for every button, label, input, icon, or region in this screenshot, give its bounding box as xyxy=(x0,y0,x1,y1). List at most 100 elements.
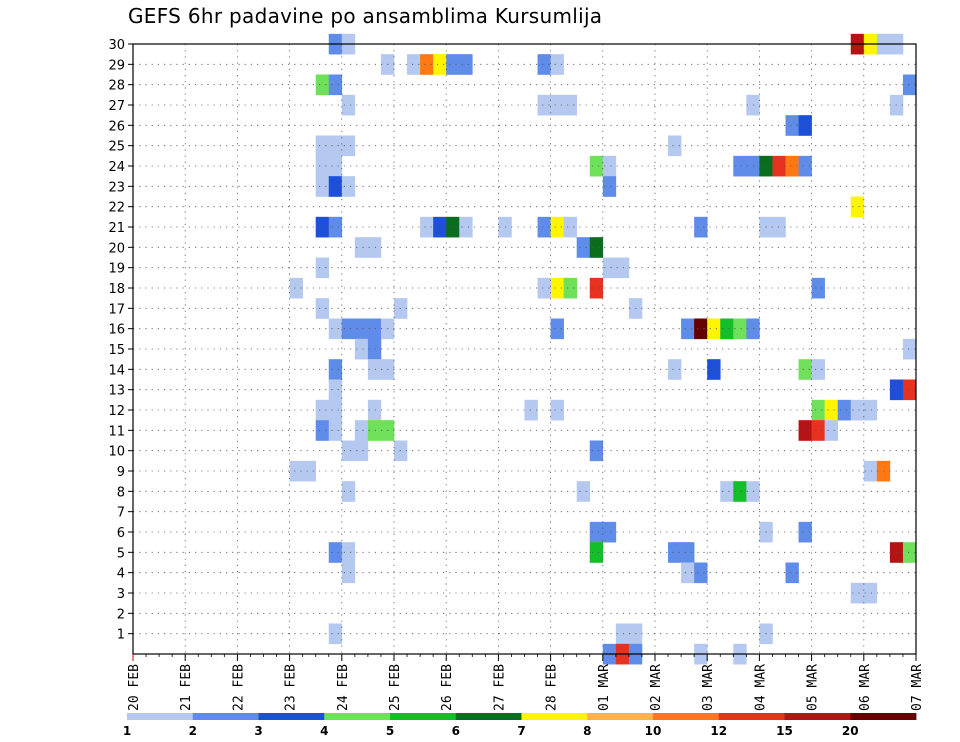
heatmap-cell xyxy=(354,420,369,441)
heatmap-cell xyxy=(694,562,708,584)
heatmap-cell xyxy=(563,216,577,238)
heatmap-cell xyxy=(902,379,917,401)
y-tick-label: 28 xyxy=(108,79,125,94)
y-tick-label: 22 xyxy=(108,201,125,216)
heatmap-cell xyxy=(785,155,799,177)
heatmap-cell xyxy=(550,216,564,238)
legend-label: 15 xyxy=(776,724,793,738)
heatmap-cell xyxy=(328,74,343,96)
heatmap-cell xyxy=(576,481,591,502)
heatmap-cell xyxy=(902,542,917,563)
heatmap-cell xyxy=(341,318,356,340)
heatmap-cell xyxy=(850,582,865,604)
heatmap-cell xyxy=(315,74,330,96)
x-tick-label: 22 FEB xyxy=(231,664,246,711)
heatmap-cell xyxy=(863,399,878,421)
heatmap-cell xyxy=(798,359,812,380)
x-tick-label: 03 MAR xyxy=(701,664,716,711)
heatmap-cell xyxy=(772,216,786,238)
heatmap-cell xyxy=(733,481,747,502)
x-tick-label: 28 FEB xyxy=(545,664,560,711)
heatmap-cell xyxy=(341,94,356,116)
heatmap-cell xyxy=(524,399,538,421)
heatmap-cell xyxy=(863,460,878,482)
y-tick-label: 15 xyxy=(108,343,125,358)
heatmap-cell xyxy=(824,420,838,441)
heatmap-cell xyxy=(602,155,617,177)
heatmap-cell xyxy=(459,54,473,75)
x-tick-label: 20 FEB xyxy=(127,664,142,711)
heatmap-cell xyxy=(837,399,852,421)
y-tick-label: 11 xyxy=(108,424,125,439)
y-tick-label: 16 xyxy=(108,323,125,338)
heatmap-cell xyxy=(681,318,695,340)
grid-lines xyxy=(133,43,916,654)
y-tick-label: 17 xyxy=(108,302,125,317)
heatmap-cell xyxy=(328,542,343,563)
legend-swatch xyxy=(324,713,391,720)
heatmap-cell xyxy=(563,94,577,116)
heatmap-cell xyxy=(341,481,356,502)
legend-label: 7 xyxy=(517,724,525,738)
legend-label: 10 xyxy=(645,724,662,738)
x-tick-label: 05 MAR xyxy=(806,664,821,711)
heatmap-cell xyxy=(615,257,630,279)
y-tick-label: 12 xyxy=(108,404,125,419)
heatmap-cell xyxy=(328,623,343,645)
heatmap-cell xyxy=(850,399,865,421)
y-axis: 1234567891011121314151617181920212223242… xyxy=(108,38,133,643)
heatmap-cell xyxy=(902,74,917,96)
legend-swatch xyxy=(850,713,917,720)
x-tick-label: 02 MAR xyxy=(649,664,664,711)
heatmap-cell xyxy=(694,216,708,238)
legend-swatch xyxy=(718,713,785,720)
heatmap-cell xyxy=(354,338,369,360)
heatmap-cell xyxy=(733,318,747,340)
heatmap-cell xyxy=(602,176,617,197)
heatmap-cell xyxy=(811,399,825,421)
heatmap-cell xyxy=(589,440,604,462)
heatmap-cell xyxy=(446,216,460,238)
legend-swatch xyxy=(784,713,851,720)
legend-label: 6 xyxy=(452,724,460,738)
heatmap-cell xyxy=(354,318,369,340)
y-tick-label: 1 xyxy=(117,628,125,643)
heatmap-cell xyxy=(720,318,734,340)
heatmap-cell xyxy=(550,94,564,116)
y-tick-label: 5 xyxy=(117,546,125,561)
heatmap-cell xyxy=(367,420,382,441)
heatmap-cell xyxy=(367,399,382,421)
heatmap-cell xyxy=(433,54,447,75)
legend-swatch xyxy=(192,713,259,720)
y-tick-label: 19 xyxy=(108,262,125,277)
heatmap-cell xyxy=(367,338,382,360)
y-tick-label: 4 xyxy=(117,567,125,582)
legend-label: 5 xyxy=(386,724,394,738)
heatmap-cell xyxy=(328,359,343,380)
x-tick-label: 04 MAR xyxy=(753,664,768,711)
heatmap-cells xyxy=(289,33,917,665)
heatmap-cell xyxy=(315,257,330,279)
heatmap-cell xyxy=(341,176,356,197)
x-tick-label: 27 FEB xyxy=(492,664,507,711)
y-tick-label: 10 xyxy=(108,445,125,460)
heatmap-cell xyxy=(811,420,825,441)
heatmap-cell xyxy=(315,216,330,238)
heatmap-cell xyxy=(694,318,708,340)
heatmap-cell xyxy=(589,155,604,177)
y-tick-label: 14 xyxy=(108,363,125,378)
legend-label: 12 xyxy=(710,724,727,738)
y-tick-label: 21 xyxy=(108,221,125,236)
heatmap-cell xyxy=(537,277,551,299)
heatmap-cell xyxy=(341,440,356,462)
heatmap-cell xyxy=(707,318,721,340)
heatmap-cell xyxy=(668,135,682,157)
y-tick-label: 24 xyxy=(108,160,125,175)
y-tick-label: 30 xyxy=(108,38,125,53)
heatmap-cell xyxy=(289,277,303,299)
heatmap-cell xyxy=(302,460,316,482)
heatmap-cell xyxy=(537,54,551,75)
heatmap-cell xyxy=(315,176,330,197)
heatmap-cell xyxy=(315,135,330,157)
